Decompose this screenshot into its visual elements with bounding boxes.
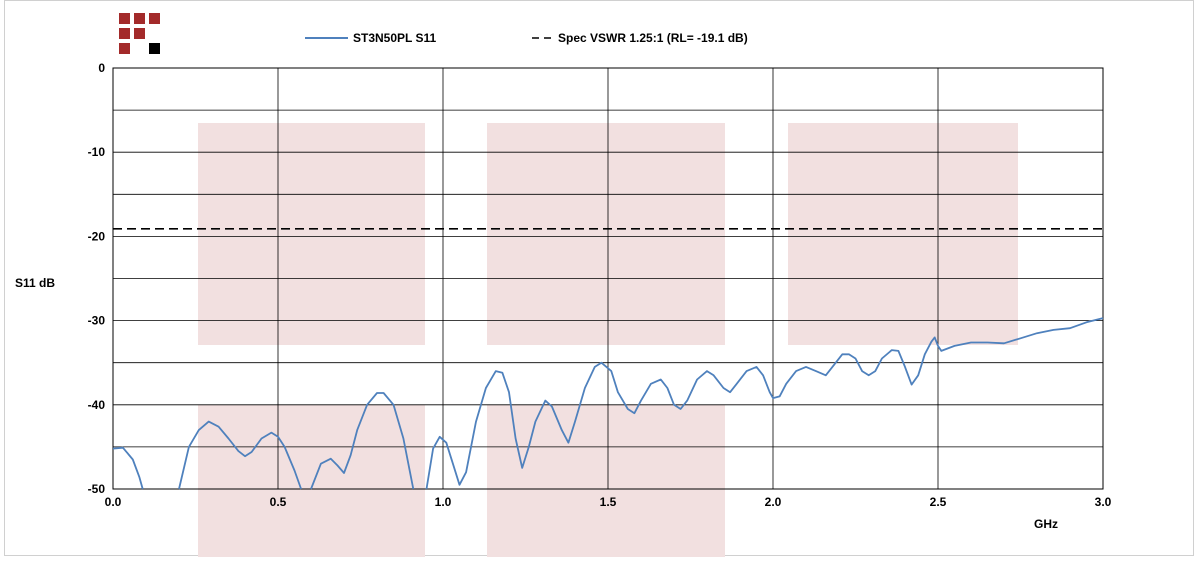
x-tick-label: 1.0: [435, 495, 452, 509]
watermark-square: [198, 123, 425, 345]
y-tick-label: -40: [88, 398, 106, 412]
s11-line: [112, 446, 144, 490]
logo-square: [149, 13, 160, 24]
tick-labels: 0.0 0.5 1.0 1.5 2.0 2.5 3.0 0 -10 -20 -30 -40 -50: [88, 61, 1112, 509]
y-tick-label: -10: [88, 145, 106, 159]
y-tick-label: 0: [98, 61, 105, 75]
s11-line: [425, 317, 1104, 490]
s11-line: [310, 392, 415, 490]
x-tick-label: 0.5: [270, 495, 287, 509]
legend: ST3N50PL S11 Spec VSWR 1.25:1 (RL= -19.1…: [305, 31, 748, 45]
x-tick-label: 1.5: [600, 495, 617, 509]
x-axis-label: GHz: [1034, 517, 1058, 531]
s11-chart: 0.0 0.5 1.0 1.5 2.0 2.5 3.0 0 -10 -20 -30 -40 -50 ST…: [15, 13, 1112, 557]
y-tick-label: -30: [88, 314, 106, 328]
watermark-square: [487, 405, 725, 557]
y-tick-label: -20: [88, 229, 106, 243]
plot-border: [112, 67, 1104, 490]
x-tick-label: 2.0: [765, 495, 782, 509]
logo-square: [119, 43, 130, 54]
logo-square: [119, 13, 130, 24]
legend-s11-label: ST3N50PL S11: [353, 31, 436, 45]
chart-frame: 0.0 0.5 1.0 1.5 2.0 2.5 3.0 0 -10 -20 -30 -40 -50 ST…: [4, 0, 1194, 557]
logo-square: [134, 13, 145, 24]
watermark-square: [198, 405, 425, 557]
watermark-logo: [198, 123, 1018, 557]
company-logo: [119, 13, 160, 54]
x-tick-label: 2.5: [930, 495, 947, 509]
data-series: [112, 228, 1104, 490]
y-tick-label: -50: [88, 482, 106, 496]
x-tick-label: 0.0: [105, 495, 122, 509]
logo-square: [134, 28, 145, 39]
s11-line: [178, 420, 302, 490]
y-axis-label: S11 dB: [15, 276, 55, 290]
watermark-square: [487, 123, 725, 345]
legend-spec-label: Spec VSWR 1.25:1 (RL= -19.1 dB): [558, 31, 748, 45]
x-tick-label: 3.0: [1095, 495, 1112, 509]
logo-square: [149, 43, 160, 54]
grid-lines: [112, 67, 1104, 490]
watermark-square: [788, 123, 1018, 345]
logo-square: [119, 28, 130, 39]
